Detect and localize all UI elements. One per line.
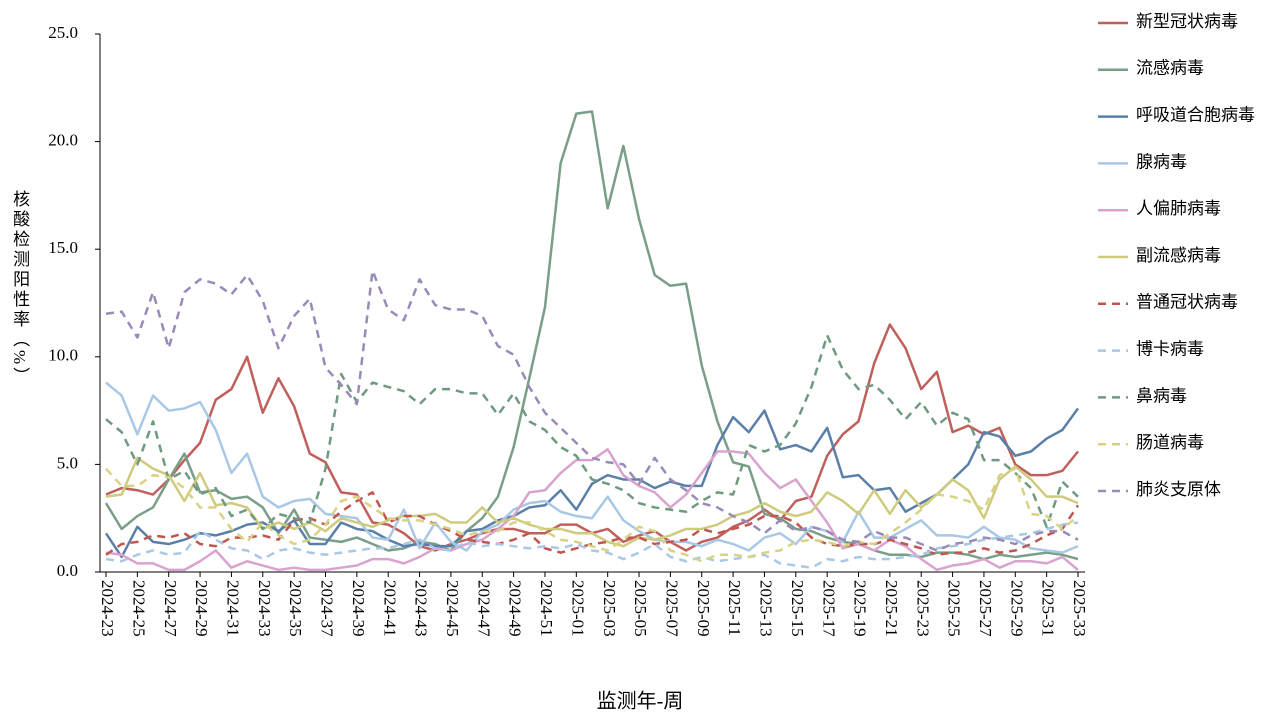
y-tick-label: 10.0 (48, 346, 78, 365)
legend-label: 流感病毒 (1136, 59, 1204, 78)
x-tick-label: 2025-27 (976, 580, 995, 637)
x-tick-label: 2024-33 (255, 580, 274, 637)
x-tick-label: 2024-37 (318, 580, 337, 637)
legend-label: 人偏肺病毒 (1136, 199, 1221, 218)
x-tick-label: 2024-47 (474, 580, 493, 637)
series-line (105, 467, 1079, 563)
legend-label: 博卡病毒 (1136, 340, 1204, 359)
x-tick-label: 2024-43 (412, 580, 431, 637)
x-tick-label: 2024-31 (224, 580, 243, 637)
x-tick-label: 2025-19 (851, 580, 870, 637)
x-tick-label: 2024-51 (537, 580, 556, 637)
y-tick-label: 0.0 (57, 561, 78, 580)
x-tick-label: 2025-25 (945, 580, 964, 637)
series-line (105, 491, 1080, 557)
x-tick-label: 2025-13 (757, 580, 776, 637)
x-tick-label: 2025-05 (631, 580, 650, 637)
x-tick-label: 2024-23 (98, 580, 117, 637)
x-tick-label: 2024-35 (286, 580, 305, 637)
x-tick-label: 2025-03 (600, 580, 619, 637)
x-tick-label: 2025-23 (913, 580, 932, 637)
y-tick-label: 5.0 (57, 453, 78, 472)
series-line (104, 110, 1079, 561)
x-tick-label: 2025-17 (819, 580, 838, 637)
legend-label: 鼻病毒 (1136, 386, 1187, 405)
legend-label: 肺炎支原体 (1136, 480, 1221, 499)
x-tick-label: 2024-29 (192, 580, 211, 637)
legend-label: 腺病毒 (1136, 152, 1187, 171)
x-tick-label: 2025-09 (694, 580, 713, 637)
x-tick-label: 2024-39 (349, 580, 368, 637)
x-tick-label: 2024-45 (443, 580, 462, 637)
y-axis-title: 核酸检测阳性率（%） (10, 190, 30, 387)
series-line (105, 456, 1079, 548)
legend-label: 普通冠状病毒 (1136, 293, 1238, 312)
series-line (105, 521, 1079, 569)
legend-label: 肠道病毒 (1136, 433, 1204, 452)
y-tick-label: 25.0 (48, 23, 78, 42)
series-line (105, 269, 1079, 552)
x-tick-label: 2025-07 (662, 580, 681, 637)
legend-label: 新型冠状病毒 (1136, 12, 1238, 31)
x-tick-label: 2025-15 (788, 580, 807, 637)
x-tick-label: 2025-33 (1070, 580, 1089, 637)
x-tick-label: 2025-01 (568, 580, 587, 637)
legend-label: 副流感病毒 (1136, 246, 1221, 265)
y-tick-label: 15.0 (48, 238, 78, 257)
x-tick-label: 2025-11 (725, 580, 744, 636)
x-axis-title: 监测年-周 (597, 690, 684, 713)
x-tick-label: 2025-29 (1007, 580, 1026, 637)
x-tick-label: 2024-25 (129, 580, 148, 637)
x-tick-label: 2025-21 (882, 580, 901, 637)
x-tick-label: 2024-49 (506, 580, 525, 637)
y-tick-label: 20.0 (48, 131, 78, 150)
series-line (105, 381, 1079, 554)
x-tick-label: 2025-31 (1039, 580, 1058, 637)
x-tick-label: 2024-27 (161, 580, 180, 637)
legend-label: 呼吸道合胞病毒 (1136, 106, 1255, 125)
series-line (105, 334, 1079, 531)
x-tick-label: 2024-41 (380, 580, 399, 637)
